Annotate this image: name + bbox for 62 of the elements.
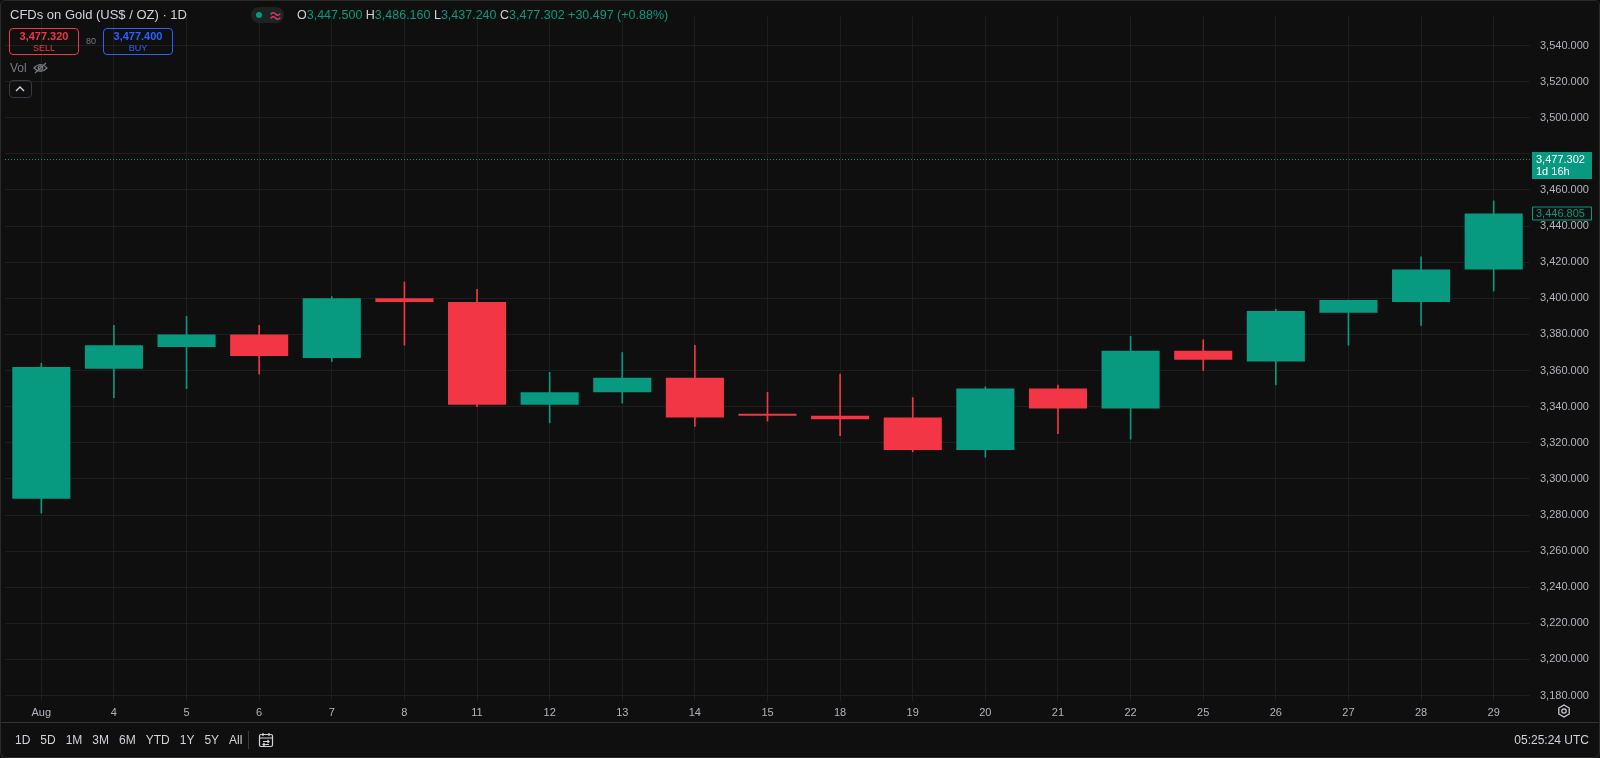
buy-button: 3,477.400 BUY [103,28,173,55]
y-tick-label: 3,420.000 [1540,255,1589,268]
text: 5Y [204,733,220,748]
annotation: 80 [85,36,97,47]
y-tick-label: 3,500.000 [1540,110,1589,123]
x-tick-label: 15 [761,705,774,718]
annotation: 3,477.400 [112,30,164,43]
text: 3M [92,733,110,748]
x-tick-label: 4 [110,705,117,718]
text: YTD [145,733,170,748]
x-tick-label: 14 [688,705,702,718]
text: 3,446.805 [1536,207,1585,220]
annotation: SELL [32,43,56,53]
x-tick-label: 12 [543,705,556,718]
x-tick-label: 29 [1487,705,1500,718]
x-tick-label: 21 [1051,705,1065,718]
y-tick-label: 3,360.000 [1540,363,1589,376]
text: 1d 16h [1536,164,1570,177]
x-tick-label: 6 [256,705,263,718]
y-tick-label: 3,180.000 [1540,688,1589,701]
x-tick-label: 7 [328,705,335,718]
text: 1M [65,733,83,748]
text: 1D [15,733,31,748]
x-tick-label: Aug [31,705,52,718]
text: All [229,733,243,748]
y-tick-label: 3,240.000 [1540,580,1589,593]
text: 5D [40,733,56,748]
x-tick-label: 27 [1342,705,1355,718]
annotation: 3,477.320 [18,30,70,43]
y-tick-label: 3,380.000 [1540,327,1589,340]
x-tick-label: 8 [401,705,408,718]
y-tick-label: 3,260.000 [1540,544,1589,557]
annotation: BUY [127,43,149,53]
annotation: Vol [10,61,27,75]
sell-button: 3,477.320 SELL [9,28,79,55]
chart-title: CFDs on Gold (US$ / OZ) · 1D [10,7,187,23]
x-tick-label: 26 [1269,705,1282,718]
x-tick-label: 13 [616,705,629,718]
text: 05:25:24 UTC [1514,733,1589,748]
y-tick-label: 3,460.000 [1540,182,1589,195]
x-tick-label: 22 [1124,705,1137,718]
y-tick-label: 3,280.000 [1540,508,1589,521]
x-tick-label: 19 [906,705,919,718]
x-tick-label: 25 [1197,705,1210,718]
y-tick-label: 3,220.000 [1540,616,1589,629]
y-tick-label: 3,520.000 [1540,74,1589,87]
ref-line-label: 3,477.302 [1536,152,1585,165]
y-tick-label: 3,300.000 [1540,471,1589,484]
x-tick-label: 18 [833,705,847,718]
text: 1Y [179,733,195,748]
y-tick-label: 3,320.000 [1540,435,1589,448]
y-tick-label: 3,340.000 [1540,399,1589,412]
y-tick-label: 3,440.000 [1540,219,1589,232]
text: 6M [119,733,136,748]
y-tick-label: 3,200.000 [1540,652,1589,665]
x-tick-label: 20 [979,705,992,718]
y-tick-label: 3,540.000 [1540,38,1589,51]
x-tick-label: 28 [1414,705,1428,718]
x-tick-label: 11 [471,705,483,718]
y-tick-label: 3,400.000 [1540,291,1589,304]
x-tick-label: 5 [183,705,190,718]
chart-subtitle: O3,447.500 H3,486.160 L3,437.240 C3,477.302 +30.497 (+0.88%) [297,8,669,22]
